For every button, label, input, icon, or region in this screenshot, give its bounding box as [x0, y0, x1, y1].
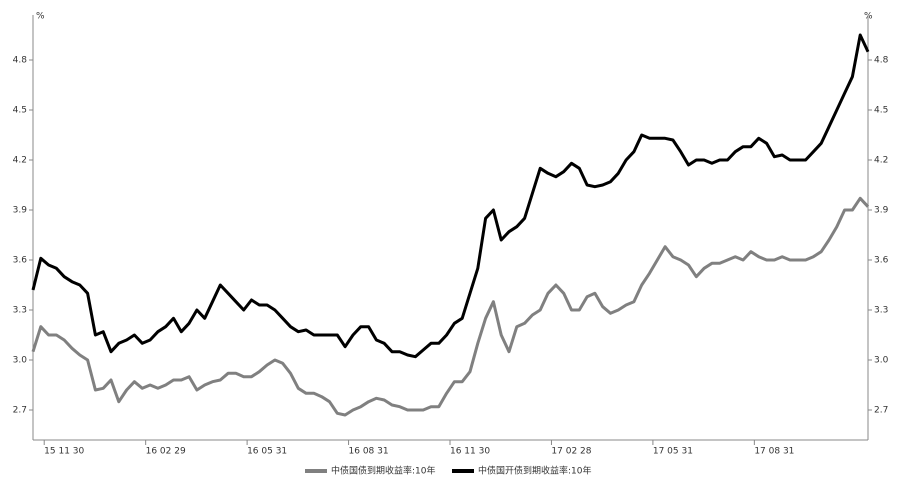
x-tick-label: 17 02 28 [551, 447, 591, 457]
line-series [31, 33, 870, 359]
x-tick-label: 15 11 30 [44, 447, 84, 457]
x-tick-label: 16 05 31 [247, 447, 287, 457]
y-tick-label: 4.2 [13, 156, 27, 166]
y-tick-label: 2.7 [13, 406, 27, 416]
y2-tick-label: 4.8 [874, 56, 889, 66]
y-tick-label: 3.9 [13, 206, 28, 216]
y2-tick-label: 4.2 [874, 156, 888, 166]
x-tick-label: 16 02 29 [146, 447, 186, 457]
legend-label: 中债国开债到期收益率:10年 [478, 465, 592, 477]
y-unit: % [36, 12, 45, 22]
x-tick-label: 17 08 31 [754, 447, 794, 457]
y2-tick-label: 3.0 [874, 356, 889, 366]
y-tick-label: 4.5 [13, 106, 27, 116]
x-tick-label: 16 08 31 [349, 447, 389, 457]
y2-tick-label: 3.6 [874, 256, 889, 266]
x-tick-label: 16 11 30 [450, 447, 490, 457]
y-tick-label: 4.8 [13, 56, 28, 66]
y-tick-label: 3.6 [13, 256, 28, 266]
y2-tick-label: 4.5 [874, 106, 888, 116]
legend-label: 中债国债到期收益率:10年 [331, 465, 436, 477]
x-tick-label: 17 05 31 [653, 447, 693, 457]
y2-tick-label: 2.7 [874, 406, 888, 416]
y2-tick-label: 3.3 [874, 306, 888, 316]
line-series [31, 196, 870, 417]
y2-tick-label: 3.9 [874, 206, 889, 216]
y-tick-label: 3.3 [13, 306, 27, 316]
y-tick-label: 3.0 [13, 356, 28, 366]
